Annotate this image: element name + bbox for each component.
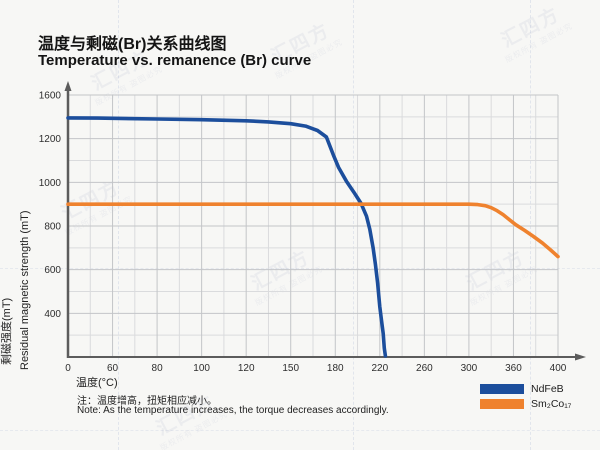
- legend-label-sm2co17: Sm₂Co₁₇: [531, 397, 572, 410]
- note-en: Note: As the temperature increases, the …: [77, 405, 389, 416]
- bg-dashed-line: [0, 430, 600, 431]
- note-zh: 注：温度增高，扭矩相应减小。: [77, 396, 217, 407]
- ndfeb-color-swatch: [480, 383, 524, 394]
- y-tick-label: 600: [44, 265, 61, 276]
- x-tick-label: 60: [107, 363, 119, 374]
- x-axis-arrow: [575, 353, 586, 361]
- y-axis-title-en: Residual magnetic strength (mT): [19, 210, 31, 370]
- x-tick-label: 80: [152, 363, 164, 374]
- legend-item-ndfeb: NdFeB: [480, 381, 571, 396]
- legend: NdFeB Sm₂Co₁₇: [480, 381, 571, 411]
- bg-dashed-line: [353, 0, 354, 450]
- y-tick-label: 800: [44, 222, 61, 233]
- y-axis-title-zh: 剩磁强度(mT): [1, 297, 13, 365]
- x-tick-label: 220: [371, 363, 388, 374]
- x-tick-label: 360: [505, 363, 522, 374]
- x-tick-label: 0: [65, 363, 71, 374]
- x-tick-label: 180: [327, 363, 344, 374]
- sm2co17-color-swatch: [480, 398, 524, 409]
- x-axis-title: 温度(°C): [76, 377, 118, 389]
- bg-dashed-line: [118, 0, 119, 450]
- ndfeb-curve: [66, 116, 388, 358]
- legend-item-sm2co17: Sm₂Co₁₇: [480, 396, 571, 411]
- x-tick-label: 260: [416, 363, 433, 374]
- y-tick-label: 1200: [39, 134, 62, 145]
- x-tick-label: 150: [282, 363, 299, 374]
- x-tick-label: 120: [238, 363, 255, 374]
- x-tick-label: 100: [193, 363, 210, 374]
- x-tick-label: 400: [550, 363, 567, 374]
- y-tick-label: 1600: [39, 91, 62, 102]
- y-tick-label: 400: [44, 309, 61, 320]
- sm2co17-curve: [66, 202, 560, 259]
- y-tick-label: 1000: [39, 178, 62, 189]
- bg-dashed-line: [530, 0, 531, 450]
- legend-label-ndfeb: NdFeB: [531, 382, 564, 395]
- page-title-zh: 温度与剩磁(Br)关系曲线图: [38, 36, 227, 53]
- x-tick-label: 300: [461, 363, 478, 374]
- y-axis-arrow: [64, 81, 72, 91]
- page-title-en: Temperature vs. remanence (Br) curve: [38, 52, 312, 69]
- bg-dashed-line: [0, 268, 600, 269]
